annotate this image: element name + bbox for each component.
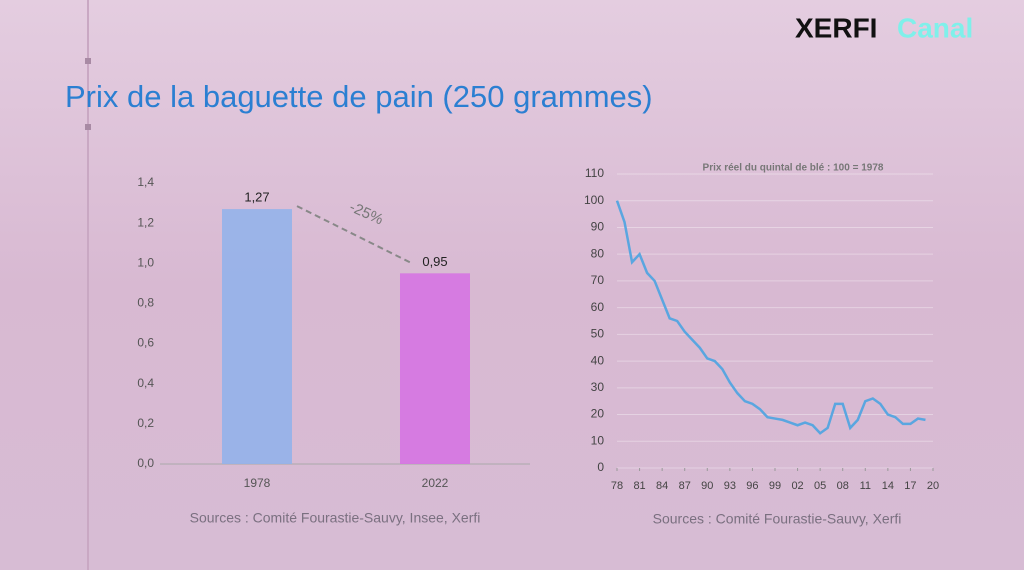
y-tick-label: 90: [591, 220, 605, 234]
x-tick-label: 14: [882, 480, 894, 492]
bar: [400, 273, 470, 464]
value-label: 0,95: [422, 254, 447, 269]
x-tick-label: 81: [633, 480, 645, 492]
bar: [222, 209, 292, 464]
y-tick-label: 50: [591, 327, 605, 341]
y-tick-label: 20: [591, 407, 605, 421]
subtitle: Prix réel du quintal de blé : 100 = 1978: [703, 163, 884, 174]
x-tick-label: 84: [656, 480, 668, 492]
y-tick-label: 100: [584, 193, 604, 207]
y-tick-label: 10: [591, 433, 605, 447]
line: [615, 200, 926, 435]
decor: [85, 124, 91, 130]
y-tick-label: 80: [591, 246, 605, 260]
x-tick-label: 1978: [244, 476, 271, 490]
x-tick-label: 90: [701, 480, 713, 492]
x-tick-label: 11: [860, 480, 871, 492]
y-tick-label: 110: [585, 166, 604, 180]
y-tick-label: 1,2: [137, 215, 154, 229]
page-title: Prix de la baguette de pain (250 grammes…: [65, 79, 653, 114]
y-tick-label: 60: [591, 300, 605, 314]
y-tick-label: 0,6: [137, 336, 154, 350]
y-tick-label: 70: [591, 273, 605, 287]
x-tick-label: 08: [837, 480, 849, 492]
x-tick-label: 96: [746, 480, 758, 492]
logo: XERFI: [795, 12, 877, 43]
x-tick-label: 99: [769, 480, 781, 492]
y-tick-label: 0: [597, 460, 604, 474]
x-tick-label: 87: [679, 480, 691, 492]
value-label: 1,27: [244, 190, 269, 205]
x-tick-label: 2022: [422, 476, 449, 490]
y-tick-label: 1,0: [137, 255, 154, 269]
source: Sources : Comité Fourastie-Sauvy, Xerfi: [653, 511, 902, 527]
y-tick-label: 0,2: [137, 416, 154, 430]
decor: [85, 58, 91, 64]
x-tick-label: 78: [611, 480, 623, 492]
x-tick-label: 17: [904, 480, 916, 492]
y-tick-label: 0,8: [137, 296, 154, 310]
x-tick-label: 02: [791, 480, 803, 492]
x-tick-label: 20: [927, 480, 939, 492]
y-tick-label: 0,0: [137, 456, 154, 470]
x-tick-label: 93: [724, 480, 736, 492]
y-tick-label: 40: [591, 353, 605, 367]
y-tick-label: 30: [591, 380, 605, 394]
trend-arrow: [296, 205, 413, 265]
source: Sources : Comité Fourastie-Sauvy, Insee,…: [190, 510, 481, 526]
y-tick-label: 1,4: [137, 175, 154, 189]
x-tick-label: 05: [814, 480, 826, 492]
y-tick-label: 0,4: [137, 376, 154, 390]
logo: Canal: [897, 12, 973, 43]
